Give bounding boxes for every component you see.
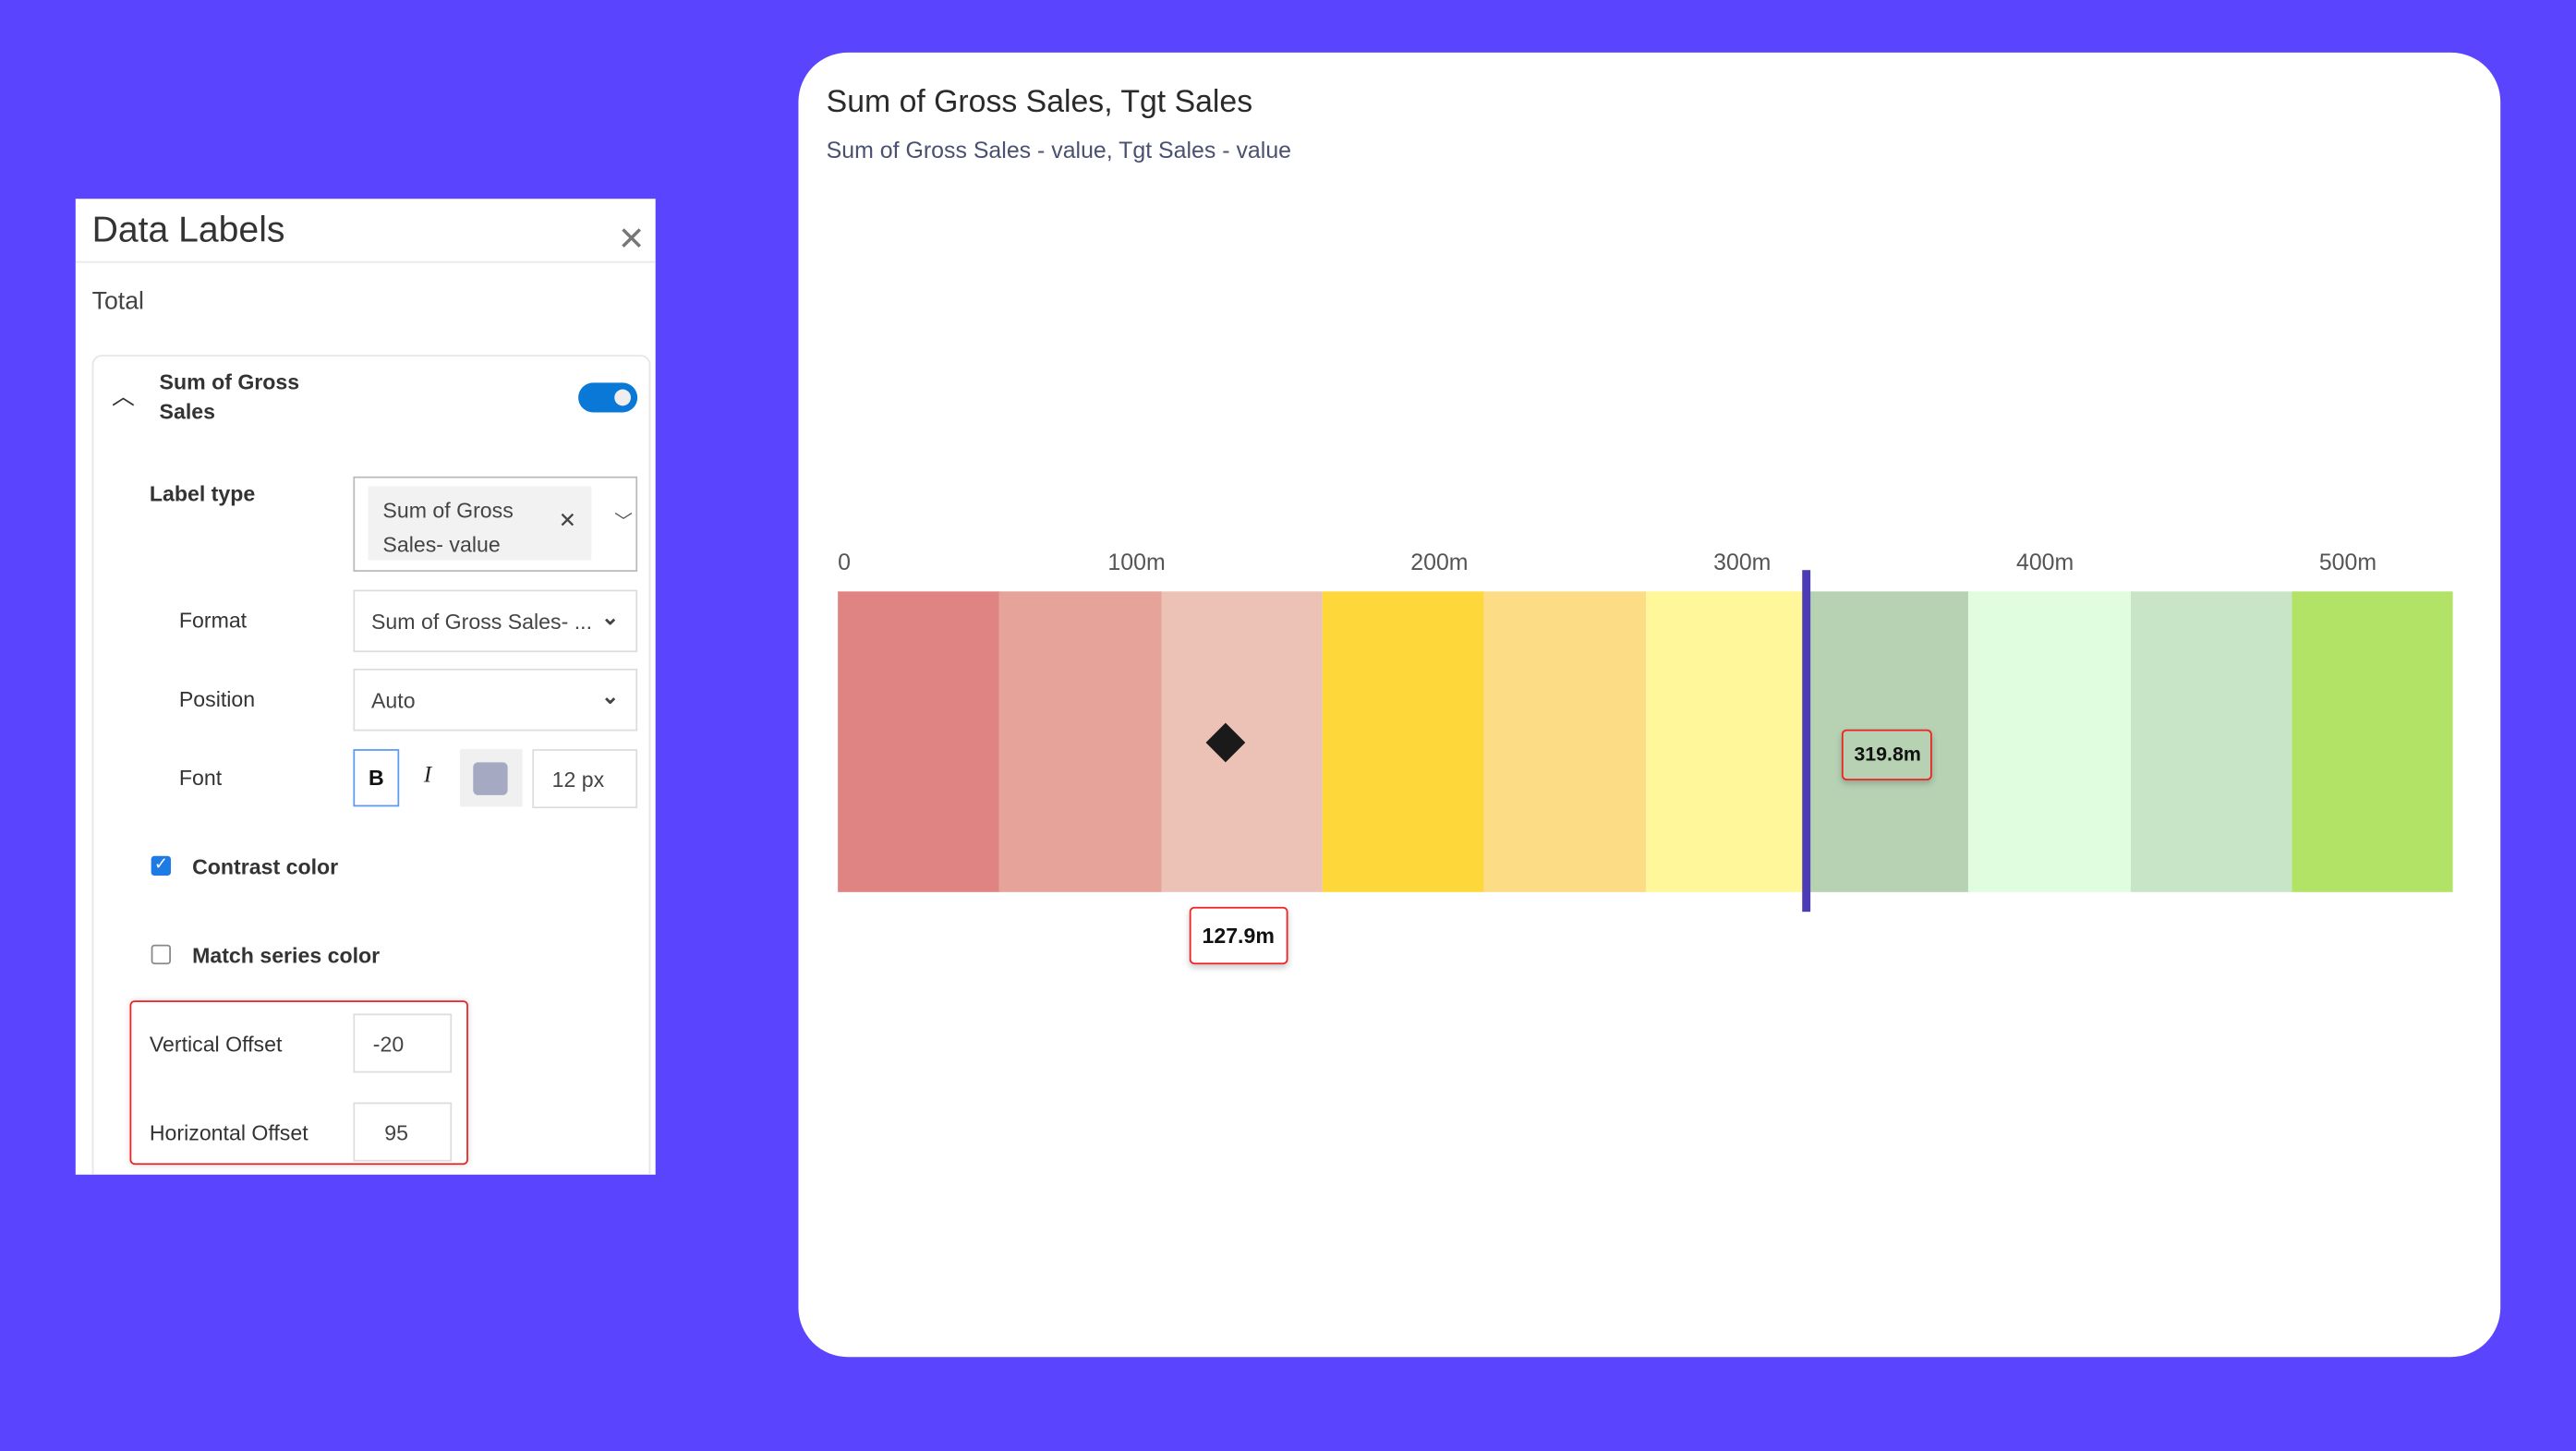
format-select[interactable]: Sum of Gross Sales- ... ⌄: [353, 589, 638, 653]
tick-label: 500m: [2318, 549, 2377, 575]
position-select[interactable]: Auto ⌄: [353, 668, 638, 732]
series-toggle[interactable]: [578, 382, 638, 413]
close-icon[interactable]: ✕: [617, 222, 646, 259]
tick-label: 400m: [2015, 549, 2074, 575]
chart-title: Sum of Gross Sales, Tgt Sales: [826, 85, 1253, 120]
section-label: Total: [91, 287, 144, 316]
target-line: [1802, 570, 1811, 913]
series-section: [91, 355, 651, 1175]
series-title: Sum of Gross Sales: [159, 369, 300, 424]
label-type-label: Label type: [149, 481, 256, 506]
bullet-chart: 0 100m 200m 300m 400m 500m 127.9m 319.8m: [798, 53, 2500, 1357]
chevron-down-icon: ⌄: [601, 604, 620, 630]
format-value: Sum of Gross Sales- ...: [370, 609, 592, 635]
font-size-input[interactable]: 12 px: [532, 749, 638, 809]
font-color-swatch: [473, 762, 508, 795]
label-type-select[interactable]: Sum of Gross Sales- value ✕ ﹀: [353, 476, 638, 572]
range-band: [2291, 591, 2454, 892]
contrast-color-label: Contrast color: [192, 853, 339, 879]
match-series-label: Match series color: [192, 942, 381, 968]
tick-label: 100m: [1107, 549, 1166, 575]
range-band: [1968, 591, 2131, 892]
chevron-up-icon[interactable]: ︿: [111, 382, 135, 409]
position-value: Auto: [370, 688, 416, 713]
bold-button[interactable]: B: [353, 749, 400, 807]
offset-highlight: [129, 1000, 468, 1166]
range-band: [2130, 591, 2292, 892]
vertical-offset-label: Vertical Offset: [149, 1032, 283, 1057]
contrast-color-checkbox[interactable]: ✓: [151, 855, 171, 877]
chart-card: Sum of Gross Sales, Tgt Sales Sum of Gro…: [798, 52, 2501, 1358]
italic-button[interactable]: I: [423, 764, 432, 789]
font-color-button[interactable]: [460, 749, 523, 807]
chip-text: Sum of Gross Sales- value: [382, 497, 514, 557]
font-label: Font: [178, 765, 223, 791]
panel-title: Data Labels: [91, 208, 285, 250]
range-band: [1483, 591, 1647, 892]
position-label: Position: [178, 686, 256, 712]
range-band: [1645, 591, 1808, 892]
match-series-checkbox[interactable]: [151, 944, 171, 965]
value-data-label: 127.9m: [1189, 906, 1288, 965]
data-labels-panel: Data Labels ✕ Total ︿ Sum of Gross Sales…: [75, 199, 656, 1175]
tick-label: 300m: [1713, 549, 1772, 575]
tick-label: 0: [838, 549, 852, 575]
remove-chip-icon[interactable]: ✕: [558, 507, 577, 533]
label-type-chip: Sum of Gross Sales- value ✕: [368, 486, 592, 561]
chevron-down-icon[interactable]: ﹀: [614, 512, 633, 533]
range-band: [1322, 591, 1485, 892]
target-data-label: 319.8m: [1842, 728, 1933, 780]
format-label: Format: [178, 608, 248, 633]
chevron-down-icon: ⌄: [601, 683, 620, 708]
range-band: [998, 591, 1162, 892]
divider: [75, 260, 656, 263]
tick-label: 200m: [1410, 549, 1469, 575]
range-band: [838, 591, 1000, 892]
horizontal-offset-input[interactable]: 95: [353, 1102, 453, 1162]
horizontal-offset-label: Horizontal Offset: [149, 1120, 308, 1145]
chart-subtitle: Sum of Gross Sales - value, Tgt Sales - …: [826, 136, 1292, 163]
vertical-offset-input[interactable]: -20: [353, 1013, 453, 1073]
